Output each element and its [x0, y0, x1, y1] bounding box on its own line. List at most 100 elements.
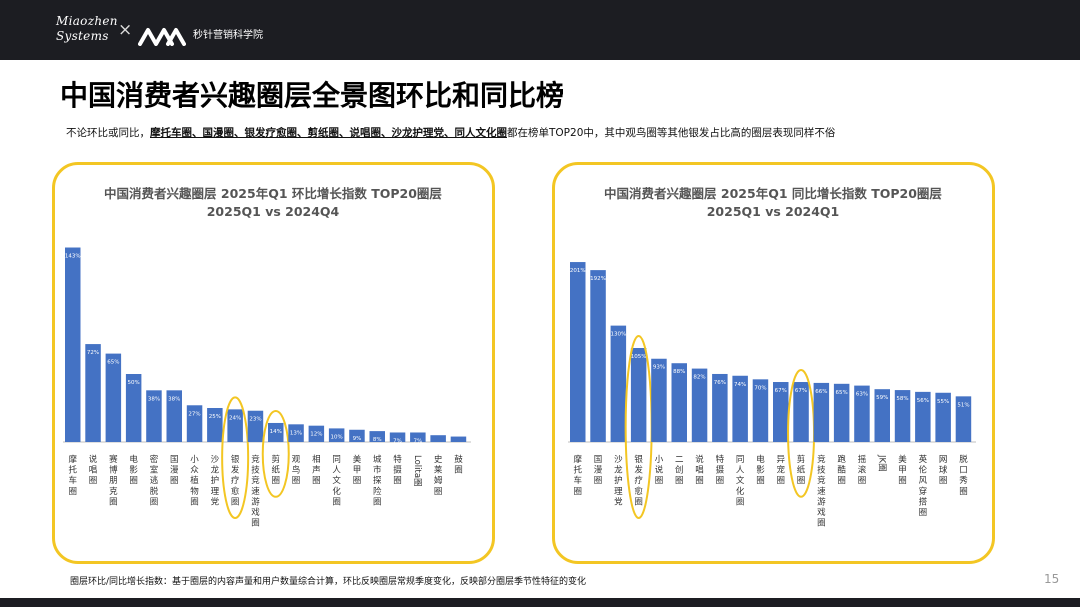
category-label: 同人文化圈: [332, 455, 341, 507]
bar: [955, 396, 972, 442]
bar: [166, 390, 182, 442]
bar: [691, 368, 708, 442]
category-label: 跑酷圈: [837, 454, 846, 486]
data-label: 50%: [128, 380, 140, 386]
academy-name: 秒针营销科学院: [193, 30, 263, 41]
category-label: 相声圈: [312, 454, 321, 486]
bar: [833, 383, 850, 442]
data-label: 74%: [734, 382, 746, 388]
header-bar: Miaozhen Systems × 秒针营销科学院: [0, 0, 1080, 60]
category-label: 摇滚圈: [858, 454, 867, 486]
category-label: 银发疗愈圈: [231, 454, 240, 507]
category-label: 剪纸圈: [271, 454, 280, 486]
bar: [732, 375, 748, 442]
bar: [247, 410, 264, 442]
data-label: 192%: [590, 276, 606, 282]
yoy-chart-panel: 中国消费者兴趣圈层 2025年Q1 同比增长指数 TOP20圈层 2025Q1 v…: [552, 162, 995, 564]
data-label: 105%: [631, 354, 647, 360]
bar: [369, 431, 385, 442]
data-label: 56%: [917, 398, 929, 404]
subtitle-highlight: 摩托车圈、国漫圈、银发疗愈圈、剪纸圈、说唱圈、沙龙护理党、同人文化圈: [150, 127, 507, 139]
data-label: 10%: [331, 434, 343, 440]
data-label: 7%: [413, 438, 422, 444]
bar: [610, 325, 627, 442]
bar: [105, 353, 122, 442]
category-label: 银发疗愈圈: [634, 454, 643, 507]
category-label: 小说圈: [655, 454, 664, 486]
bar: [207, 408, 223, 442]
category-label: 特摄圈: [716, 454, 725, 486]
bar: [308, 425, 325, 442]
brand-line-2: Systems: [56, 29, 109, 43]
data-label: 38%: [148, 396, 160, 402]
category-label: 国漫圈: [594, 455, 603, 486]
bar: [752, 379, 769, 442]
data-label: 24%: [229, 415, 241, 421]
data-label: 38%: [168, 396, 180, 402]
category-label: 英伦风穿搭圈: [919, 454, 928, 518]
bar: [125, 374, 142, 442]
category-label: 电影圈: [129, 454, 138, 486]
data-label: 23%: [249, 417, 261, 423]
bar: [65, 247, 81, 442]
category-label: 同人文化圈: [736, 455, 745, 507]
page-number: 15: [1044, 572, 1060, 586]
category-label: 沙龙护理党: [211, 455, 220, 507]
bar: [349, 429, 365, 442]
data-label: 65%: [836, 390, 848, 396]
category-label: 美甲圈: [898, 454, 907, 486]
bar: [450, 436, 467, 442]
bar: [874, 389, 890, 442]
bar: [894, 390, 911, 442]
chart-title: 中国消费者兴趣圈层 2025年Q1 同比增长指数 TOP20圈层: [604, 186, 942, 201]
data-label: 143%: [65, 254, 81, 260]
category-label: 剪纸圈: [797, 454, 806, 486]
data-label: 63%: [856, 392, 868, 398]
chart-subtitle: 2025Q1 vs 2024Q1: [707, 204, 840, 219]
data-label: 51%: [957, 402, 969, 408]
category-label: 美甲圈: [353, 454, 362, 486]
footer-bar: [0, 598, 1080, 607]
bar: [854, 385, 870, 442]
subtitle-prefix: 不论环比或同比，: [66, 127, 150, 139]
data-label: 9%: [353, 436, 362, 442]
category-label: Lolita圈: [412, 455, 422, 487]
bar: [227, 409, 243, 442]
bar: [671, 363, 687, 442]
category-label: 密室逃脱圈: [150, 454, 159, 507]
data-label: 58%: [896, 396, 908, 402]
category-label: 脱口秀圈: [959, 454, 968, 497]
category-label: 电影圈: [756, 454, 765, 486]
data-label: 82%: [693, 375, 705, 381]
bar: [146, 390, 162, 442]
bar: [712, 373, 728, 442]
footnote: 圈层环比/同比增长指数：基于圈层的内容声量和用户数量综合计算，环比反映圈层常规季…: [70, 577, 587, 587]
data-label: 65%: [107, 360, 119, 366]
category-label: 国漫圈: [170, 455, 179, 486]
data-label: 67%: [775, 388, 787, 394]
data-label: 201%: [570, 268, 586, 274]
data-label: 7%: [393, 438, 402, 444]
bar: [288, 424, 304, 442]
category-label: 鼓圈: [454, 454, 463, 476]
data-label: 130%: [610, 332, 626, 338]
highlight-ring: [221, 396, 250, 519]
category-label: 特摄圈: [393, 454, 402, 486]
data-label: 93%: [653, 365, 665, 371]
page-subtitle: 不论环比或同比，摩托车圈、国漫圈、银发疗愈圈、剪纸圈、说唱圈、沙龙护理党、同人文…: [66, 126, 835, 140]
chart-subtitle: 2025Q1 vs 2024Q4: [207, 204, 340, 219]
data-label: 67%: [795, 388, 807, 394]
bar: [630, 348, 647, 442]
category-label: 史莱姆圈: [434, 454, 443, 497]
data-label: 25%: [209, 414, 221, 420]
bar: [935, 392, 951, 442]
brand-line-1: Miaozhen: [56, 14, 118, 28]
category-label: 观鸟圈: [292, 455, 301, 486]
bar: [85, 344, 101, 442]
data-label: 88%: [673, 369, 685, 375]
subtitle-suffix: 都在榜单TOP20中，其中观鸟圈等其他银发占比高的圈层表现同样不俗: [507, 127, 836, 139]
highlight-ring: [261, 409, 290, 498]
bar: [570, 262, 586, 442]
category-label: 竞技竞速游戏圈: [817, 454, 826, 529]
yoy-bar-chart: 中国消费者兴趣圈层 2025年Q1 同比增长指数 TOP20圈层 2025Q1 v…: [568, 186, 976, 529]
